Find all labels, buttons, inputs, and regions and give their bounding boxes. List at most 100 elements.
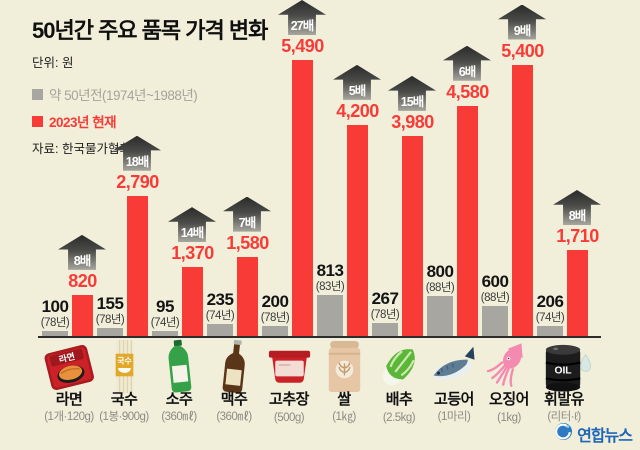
bar-group-3: 14배 1,370 95 (74년) 소주 (360㎖) bbox=[151, 0, 216, 450]
old-price-bar bbox=[207, 324, 233, 336]
multiplier-label: 8배 bbox=[73, 253, 91, 268]
old-price-label: 100 bbox=[41, 297, 69, 317]
old-price-label: 813 bbox=[316, 261, 344, 281]
item-spec-label: (360㎖) bbox=[216, 411, 252, 423]
item-name-label: 오징어 bbox=[489, 391, 529, 408]
multiplier-label: 14배 bbox=[180, 226, 204, 241]
new-price-bar bbox=[181, 267, 203, 336]
old-price-bar bbox=[97, 328, 123, 336]
bar-group-6: 5배 4,200 813 (83년) 쌀 (1㎏) bbox=[316, 0, 381, 450]
item-spec-label: (1마리) bbox=[437, 411, 471, 423]
header: 50년간 주요 품목 가격 변화 단위: 원 약 50년전(1974년~1988… bbox=[32, 13, 268, 157]
item-spec-label: (1kg) bbox=[497, 412, 521, 424]
bar-group-5: 27배 5,490 200 (78년) 고추장 (500g) bbox=[261, 0, 326, 450]
oil-drum-label: OIL bbox=[554, 365, 571, 376]
ramen-icon: 라면 bbox=[41, 339, 97, 394]
item-spec-label: (1개·120g) bbox=[44, 411, 94, 423]
mackerel-icon bbox=[426, 339, 482, 394]
old-year-label: (74년) bbox=[150, 317, 180, 330]
unit-label: 단위: 원 bbox=[32, 56, 74, 70]
multiplier-badge: 8배 bbox=[553, 190, 601, 225]
new-price-bar bbox=[126, 195, 148, 336]
x-axis-line bbox=[38, 336, 601, 338]
multiplier-label: 5배 bbox=[348, 83, 366, 98]
old-price-label: 95 bbox=[156, 297, 174, 317]
bar-group-4: 7배 1,580 235 (74년) 맥주 (360㎖) bbox=[206, 0, 271, 450]
yonhap-logo-icon bbox=[554, 422, 573, 446]
item-spec-label: (1㎏) bbox=[332, 411, 356, 423]
legend-item-old: 약 50년전(1974년~1988년) bbox=[32, 84, 267, 104]
new-price-bar bbox=[566, 250, 588, 336]
old-year-label: (78년) bbox=[40, 316, 70, 329]
old-price-label: 200 bbox=[261, 292, 289, 311]
old-price-block: 95 (74년) bbox=[140, 298, 190, 329]
new-price-label: 1,580 bbox=[226, 232, 269, 253]
beer-bottle-icon bbox=[206, 339, 262, 394]
noodle-pack-label: 국수 bbox=[117, 357, 131, 366]
multiplier-label: 9배 bbox=[513, 23, 531, 38]
item-name-label: 쌀 bbox=[337, 391, 351, 408]
old-price-bar bbox=[537, 325, 563, 336]
old-price-bar bbox=[317, 295, 343, 336]
item-name-label: 맥주 bbox=[220, 391, 248, 408]
old-year-label: (74년) bbox=[205, 310, 235, 323]
old-price-block: 235 (74년) bbox=[195, 291, 245, 322]
old-price-block: 200 (78년) bbox=[250, 293, 300, 324]
item-spec-label: (2.5kg) bbox=[382, 412, 416, 424]
old-price-label: 155 bbox=[96, 294, 124, 314]
old-year-label: (78년) bbox=[260, 311, 290, 324]
news-agency-logo: 연합뉴스 bbox=[554, 422, 633, 446]
old-price-block: 100 (78년) bbox=[30, 298, 80, 329]
new-price-label: 820 bbox=[68, 270, 97, 291]
item-spec-label: (500g) bbox=[273, 412, 305, 424]
gochujang-tub-icon bbox=[261, 339, 317, 394]
oil-drum-icon: OIL bbox=[536, 339, 592, 394]
legend-old-swatch-icon bbox=[32, 88, 43, 100]
old-price-bar bbox=[262, 325, 288, 336]
item-spec-label: (리터·ℓ) bbox=[547, 411, 581, 423]
new-price-bar bbox=[346, 124, 368, 336]
old-price-label: 800 bbox=[426, 261, 454, 281]
old-price-label: 235 bbox=[206, 290, 234, 310]
old-price-bar bbox=[427, 295, 453, 336]
bar-group-9: 9배 5,400 600 (88년) 오징어 (1kg) bbox=[481, 0, 546, 450]
multiplier-label: 27배 bbox=[290, 19, 314, 33]
legend-new-label: 2023년 현재 bbox=[49, 115, 117, 130]
new-price-label: 3,980 bbox=[391, 111, 434, 132]
legend-item-new: 2023년 현재 bbox=[32, 111, 267, 131]
old-price-block: 800 (88년) bbox=[415, 263, 465, 294]
multiplier-label: 7배 bbox=[238, 215, 256, 230]
old-price-block: 155 (78년) bbox=[85, 295, 135, 326]
noodles-icon: 국수 bbox=[96, 339, 152, 394]
old-year-label: (83년) bbox=[315, 281, 345, 294]
old-year-label: (78년) bbox=[95, 314, 125, 327]
old-price-label: 600 bbox=[481, 271, 509, 291]
squid-icon bbox=[481, 339, 537, 394]
new-price-bar bbox=[71, 294, 93, 336]
new-price-label: 4,200 bbox=[336, 100, 379, 121]
old-price-label: 206 bbox=[536, 291, 564, 311]
new-price-label: 1,710 bbox=[556, 226, 599, 246]
item-name-label: 라면 bbox=[55, 391, 83, 408]
new-price-bar bbox=[291, 60, 313, 336]
new-price-label: 4,580 bbox=[446, 81, 489, 102]
bar-group-8: 6배 4,580 800 (88년) 고등어 (1마리) bbox=[426, 0, 491, 450]
page-title: 50년간 주요 품목 가격 변화 bbox=[32, 18, 268, 43]
item-name-label: 고추장 bbox=[269, 391, 309, 408]
new-price-label: 5,400 bbox=[501, 40, 544, 61]
item-name-label: 국수 bbox=[110, 391, 138, 408]
bar-group-7: 15배 3,980 267 (78년) 배추 (2.5kg) bbox=[371, 0, 436, 450]
old-price-bar bbox=[372, 322, 398, 336]
item-name-label: 소주 bbox=[165, 391, 193, 408]
multiplier-label: 8배 bbox=[568, 209, 586, 223]
old-year-label: (88년) bbox=[480, 291, 510, 304]
item-spec-label: (360㎖) bbox=[161, 411, 197, 423]
old-price-bar bbox=[152, 331, 178, 336]
multiplier-label: 18배 bbox=[125, 154, 149, 169]
bar-group-10: 8배 1,710 206 (74년) OIL 휘발유 (리터·ℓ) bbox=[536, 0, 601, 450]
old-price-label: 267 bbox=[371, 288, 399, 308]
new-price-label: 5,490 bbox=[281, 36, 324, 56]
ramen-pack-label: 라면 bbox=[57, 350, 75, 365]
new-price-label: 2,790 bbox=[116, 171, 159, 192]
